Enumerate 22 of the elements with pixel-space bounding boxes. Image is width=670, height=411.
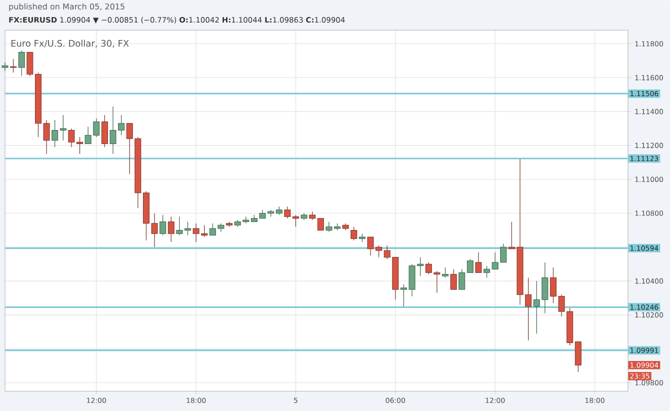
candlestick <box>52 120 58 148</box>
candlestick <box>60 114 66 141</box>
text: published on March 05, 2015 <box>9 3 124 11</box>
candlestick <box>10 58 17 73</box>
text: Euro Fx/U.S. Dollar, 30, FX <box>11 40 129 48</box>
candlestick <box>292 214 299 228</box>
candlestick <box>168 216 174 242</box>
candlestick <box>350 226 358 241</box>
candlestick <box>450 268 457 290</box>
candlestick <box>26 52 34 76</box>
candlestick <box>160 214 166 236</box>
candlestick <box>317 218 324 230</box>
candlestick <box>284 206 291 219</box>
candlestick <box>475 252 482 273</box>
candlestick <box>574 340 582 372</box>
candlestick <box>484 265 490 278</box>
candlestick <box>442 267 448 278</box>
candlestick <box>458 268 466 290</box>
candlestick <box>2 62 8 72</box>
candlestick <box>466 258 474 273</box>
candlestick <box>18 50 25 76</box>
candlestick <box>101 114 108 148</box>
